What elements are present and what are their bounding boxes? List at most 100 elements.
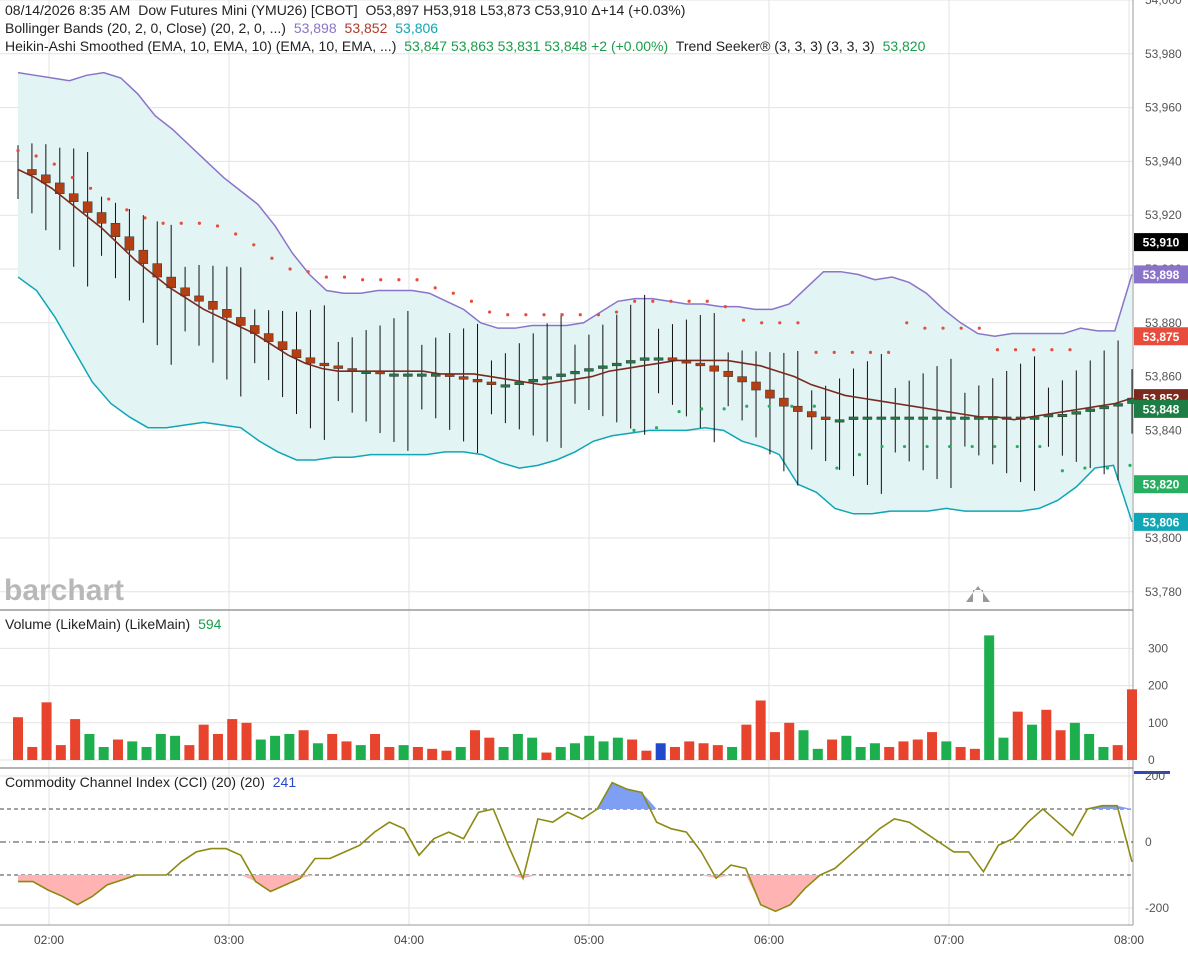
- trend-seeker-red-dot: [1032, 348, 1036, 352]
- heikin-candle-down: [110, 223, 121, 237]
- trend-seeker-value: 53,820: [882, 38, 926, 54]
- heikin-candle-up: [542, 376, 552, 380]
- volume-bar: [841, 735, 852, 760]
- heikin-candle-down: [82, 201, 93, 213]
- volume-bar: [941, 741, 952, 760]
- price-badge: [1134, 512, 1188, 531]
- cci-title: Commodity Channel Index (CCI) (20) (20): [5, 774, 265, 790]
- heikin-candle-up: [570, 370, 580, 375]
- trend-seeker-red-dot: [941, 326, 945, 330]
- volume-bar: [998, 737, 1009, 760]
- volume-bar: [41, 702, 52, 760]
- volume-bar: [812, 748, 823, 760]
- heikin-candle-down: [333, 365, 344, 369]
- price-badge-label: 53,806: [1143, 515, 1180, 529]
- volume-bar: [1127, 689, 1137, 760]
- volume-bar: [412, 746, 423, 760]
- trend-seeker-red-dot: [469, 299, 474, 303]
- heikin-candle-up: [625, 360, 636, 364]
- heikin-legend: Heikin-Ashi Smoothed (EMA, 10, EMA, 10) …: [5, 38, 929, 54]
- volume-bar: [170, 735, 181, 760]
- trend-seeker-red-dot: [560, 313, 564, 317]
- volume-bar: [127, 741, 138, 760]
- trend-seeker-green-dot: [790, 404, 794, 408]
- trend-seeker-red-dot: [850, 350, 854, 354]
- trend-seeker-green-dot: [835, 466, 839, 470]
- trend-seeker-red-dot: [959, 326, 963, 330]
- volume-bar: [655, 743, 666, 760]
- heikin-candle-up: [653, 357, 664, 361]
- trend-seeker-red-dot: [542, 313, 546, 317]
- cci-last-value: 241: [272, 774, 297, 790]
- trend-seeker-red-dot: [977, 326, 981, 330]
- volume-bar: [912, 739, 923, 760]
- cci-oversold-fill: [18, 875, 1132, 912]
- heikin-candle-down: [180, 287, 190, 297]
- bollinger-lower-line: [17, 276, 1133, 523]
- trend-seeker-red-dot: [197, 221, 201, 225]
- heikin-candle-up: [584, 368, 594, 372]
- price-badge: [1134, 475, 1188, 494]
- volume-bar: [184, 745, 195, 760]
- volume-bar: [769, 732, 780, 760]
- trend-seeker-red-dot: [107, 197, 111, 201]
- cci-tick-label: 200: [1145, 769, 1165, 783]
- volume-bar: [370, 733, 381, 760]
- heikin-candle-up: [946, 416, 956, 420]
- volume-bar: [327, 733, 338, 760]
- heikin-candle-down: [222, 309, 232, 318]
- volume-bar: [1055, 730, 1066, 760]
- volume-bar: [55, 745, 66, 760]
- heikin-candle-up: [876, 416, 887, 420]
- volume-bar: [627, 739, 638, 760]
- trend-seeker-red-dot: [433, 286, 437, 290]
- volume-bar: [898, 741, 909, 760]
- trend-seeker-red-dot: [524, 313, 528, 317]
- volume-tick-label: 200: [1148, 679, 1168, 693]
- trend-seeker-red-dot: [995, 348, 1000, 352]
- price-badge-label: 53,820: [1143, 478, 1180, 492]
- volume-last-value: 594: [198, 616, 222, 632]
- volume-bar: [212, 733, 223, 760]
- heikin-candle-up: [834, 419, 845, 423]
- volume-bar: [784, 722, 795, 760]
- trend-seeker-green-dot: [700, 407, 704, 411]
- heikin-candle-up: [598, 365, 608, 369]
- heikin-candle-up: [1057, 414, 1068, 418]
- trend-seeker-green-dot: [1060, 469, 1064, 473]
- heikin-candle-down: [793, 405, 803, 412]
- volume-bar: [1098, 746, 1109, 760]
- heikin-ashi-candles: [27, 169, 1137, 423]
- trend-seeker-red-dot: [814, 350, 818, 354]
- trend-seeker-green-dot: [970, 444, 974, 449]
- bollinger-middle-value: 53,852: [344, 20, 388, 36]
- bollinger-legend: Bollinger Bands (20, 2, 0, Close) (20, 2…: [5, 20, 442, 36]
- price-tick-label: 53,960: [1145, 101, 1182, 115]
- time-axis-label: 08:00: [1114, 933, 1144, 947]
- trend-seeker-red-dot: [1050, 348, 1054, 352]
- time-axis-label: 02:00: [34, 933, 64, 947]
- volume-legend: Volume (LikeMain) (LikeMain) 594: [5, 616, 225, 632]
- volume-bar: [984, 635, 995, 760]
- trend-seeker-green-dot: [948, 444, 952, 449]
- cci-legend: Commodity Channel Index (CCI) (20) (20) …: [5, 774, 300, 790]
- bollinger-label: Bollinger Bands (20, 2, 0, Close) (20, 2…: [5, 20, 286, 36]
- price-badge: [1134, 327, 1188, 346]
- heikin-candle-down: [486, 381, 497, 385]
- heikin-candle-up: [932, 416, 942, 420]
- trend-seeker-green-dot: [722, 407, 726, 411]
- heikin-smoothed-line: [17, 168, 1133, 421]
- price-badge-label: 53,898: [1143, 268, 1180, 282]
- trend-seeker-red-dot: [288, 267, 292, 271]
- trend-seeker-red-dot: [614, 310, 619, 314]
- trend-seeker-red-dot: [143, 216, 147, 220]
- watermark-logo: barchart: [4, 574, 124, 607]
- heikin-candle-down: [96, 212, 107, 224]
- heikin-candle-down: [138, 249, 149, 264]
- heikin-candle-down: [277, 341, 288, 350]
- heikin-candle-down: [291, 349, 302, 359]
- heikin-candle-down: [124, 236, 135, 251]
- volume-bar: [284, 733, 295, 760]
